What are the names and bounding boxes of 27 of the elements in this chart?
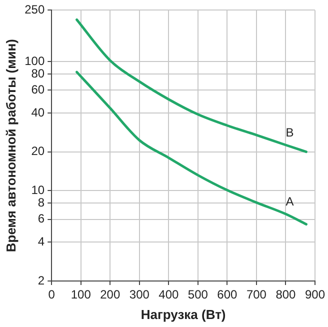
y-tick-label: 40 [31, 105, 45, 120]
y-tick-label: 8 [38, 196, 45, 210]
y-tick-label: 250 [24, 2, 45, 17]
line-series [76, 70, 308, 226]
x-axis-title: Нагрузка (Вт) [140, 306, 226, 322]
x-tick-label: 0 [48, 288, 56, 302]
series-label: B [286, 125, 294, 140]
x-tick-label: 600 [217, 288, 238, 302]
x-tick-label: 100 [70, 288, 92, 302]
x-tick-label: 400 [158, 288, 180, 302]
x-tick-label: 900 [304, 288, 326, 302]
y-tick-label: 60 [31, 82, 45, 97]
x-tick-label: 300 [129, 288, 150, 302]
x-tick-label: 800 [276, 288, 296, 302]
y-axis-title: Время автономной работы (мин) [3, 39, 18, 252]
x-tick-label: 200 [100, 288, 120, 302]
y-tick-label: 80 [31, 66, 45, 80]
y-tick-label: 2 [38, 273, 45, 288]
y-tick-label: 20 [31, 144, 45, 158]
y-tick-label: 4 [38, 234, 45, 248]
y-tick-label: 6 [38, 212, 45, 226]
x-tick-label: 700 [246, 288, 267, 302]
y-tick-label: 100 [24, 54, 45, 68]
x-tick-label: 500 [188, 288, 208, 302]
series-label: A [286, 194, 294, 208]
y-tick-label: 10 [31, 183, 45, 198]
line-series [76, 18, 308, 154]
